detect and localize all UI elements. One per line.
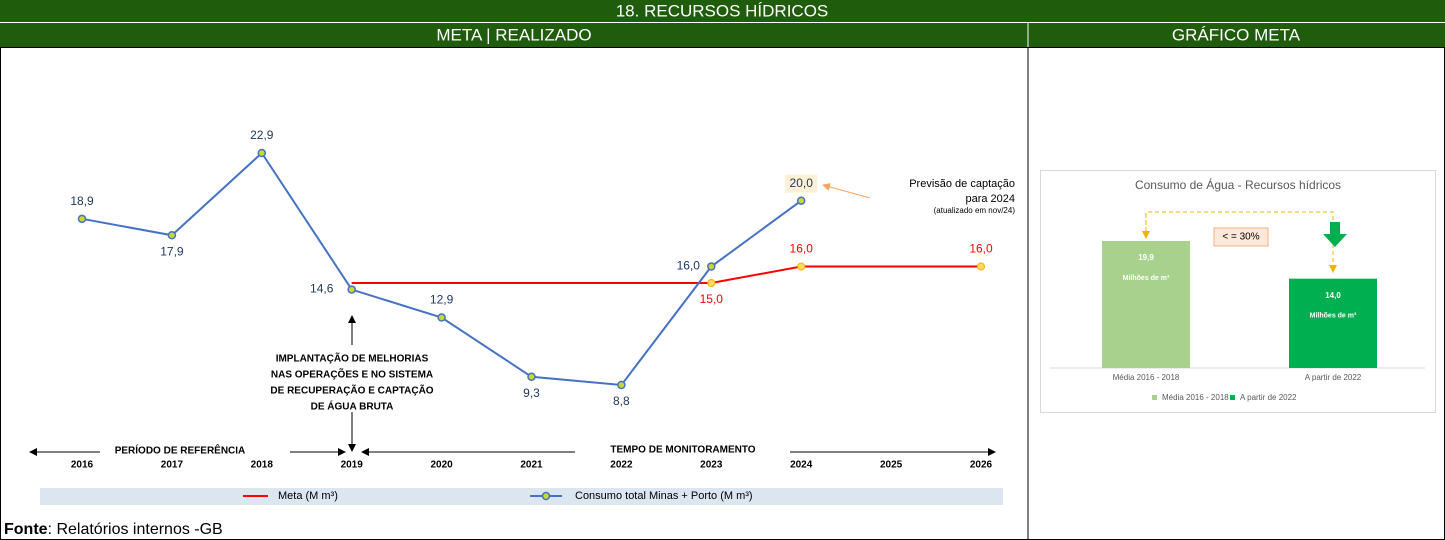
data-label: 14,0 (1325, 291, 1341, 300)
data-label: 16,0 (790, 242, 814, 256)
x-tick-label: A partir de 2022 (1305, 373, 1362, 382)
data-label: 20,0 (790, 176, 814, 190)
point (347, 285, 356, 294)
source: Fonte: Relatórios internos -GB (4, 521, 223, 538)
title: 18. RECURSOS HÍDRICOS (616, 1, 829, 20)
legend-label: Consumo total Minas + Porto (M m³) (575, 490, 753, 502)
x-tick-label: 2023 (700, 460, 723, 471)
annotation: NAS OPERAÇÕES E NO SISTEMA (271, 368, 433, 381)
legend-label: Média 2016 - 2018 (1162, 393, 1229, 402)
annotation: para 2024 (965, 193, 1015, 205)
legend-swatch (1230, 395, 1235, 400)
point (437, 313, 446, 322)
point (167, 231, 177, 240)
annotation-box (1213, 227, 1269, 247)
arrow (822, 183, 871, 199)
panel-title: GRÁFICO META (1172, 25, 1301, 44)
x-tick-label: 2022 (610, 460, 633, 471)
x-tick-label: 2024 (790, 460, 813, 471)
data-label: 16,0 (969, 242, 993, 256)
point (527, 372, 536, 382)
data-label: 9,3 (523, 386, 540, 400)
legend-swatch (1152, 395, 1157, 400)
data-label: 12,9 (430, 293, 454, 307)
annotation: TEMPO DE MONITORAMENTO (610, 445, 755, 456)
legend-bg (40, 488, 1003, 505)
data-label: 16,0 (677, 259, 701, 273)
label-highlight (785, 174, 818, 193)
data-label: 17,9 (160, 244, 184, 258)
series-line (351, 265, 981, 284)
legend-swatch (541, 491, 551, 501)
annotation: < = 30% (1222, 232, 1259, 243)
x-tick-label: 2026 (970, 460, 993, 471)
point (796, 196, 806, 205)
panel-title: META | REALIZADO (436, 25, 591, 44)
point (797, 262, 806, 271)
data-label: 8,8 (613, 394, 630, 408)
point (257, 148, 267, 158)
source-text: : Relatórios internos -GB (48, 521, 223, 538)
annotation: DE ÁGUA BRUTA (311, 400, 394, 413)
x-tick-label: 2020 (430, 460, 453, 471)
down-arrow (1323, 222, 1347, 247)
annotation: (atualizado em nov/24) (934, 206, 1016, 215)
point (707, 278, 716, 287)
annotation: PERÍODO DE REFERÊNCIA (115, 444, 246, 457)
x-tick-label: 2016 (71, 460, 94, 471)
x-tick-label: 2018 (251, 460, 274, 471)
unit-label: Milhões de m³ (1123, 275, 1170, 282)
annotation: IMPLANTAÇÃO DE MELHORIAS (276, 352, 429, 365)
legend-label: Meta (M m³) (278, 490, 338, 502)
arrow (1145, 211, 1337, 273)
point (77, 214, 87, 224)
point (977, 262, 985, 271)
point (707, 262, 716, 271)
subheader-bar (0, 23, 1445, 47)
x-tick-label: 2021 (520, 460, 543, 471)
x-tick-label: 2017 (161, 460, 184, 471)
bar (1289, 278, 1377, 368)
legend-label: A partir de 2022 (1240, 393, 1297, 402)
source-label: Fonte (4, 521, 48, 538)
point (617, 380, 626, 390)
unit-label: Milhões de m³ (1310, 312, 1357, 319)
chart-title: Consumo de Água - Recursos hídricos (1135, 177, 1341, 192)
header-bar (0, 0, 1445, 22)
data-label: 14,6 (310, 282, 334, 296)
bar (1102, 241, 1190, 368)
data-label: 18,9 (70, 194, 94, 208)
data-label: 19,9 (1138, 253, 1154, 262)
x-tick-label: 2019 (341, 460, 364, 471)
x-tick-label: Média 2016 - 2018 (1113, 373, 1180, 382)
data-label: 15,0 (700, 292, 724, 306)
annotation: DE RECUPERAÇÃO E CAPTAÇÃO (270, 384, 433, 397)
annotation: Previsão de captação (909, 178, 1015, 190)
x-tick-label: 2025 (880, 460, 903, 471)
data-label: 22,9 (250, 128, 274, 142)
